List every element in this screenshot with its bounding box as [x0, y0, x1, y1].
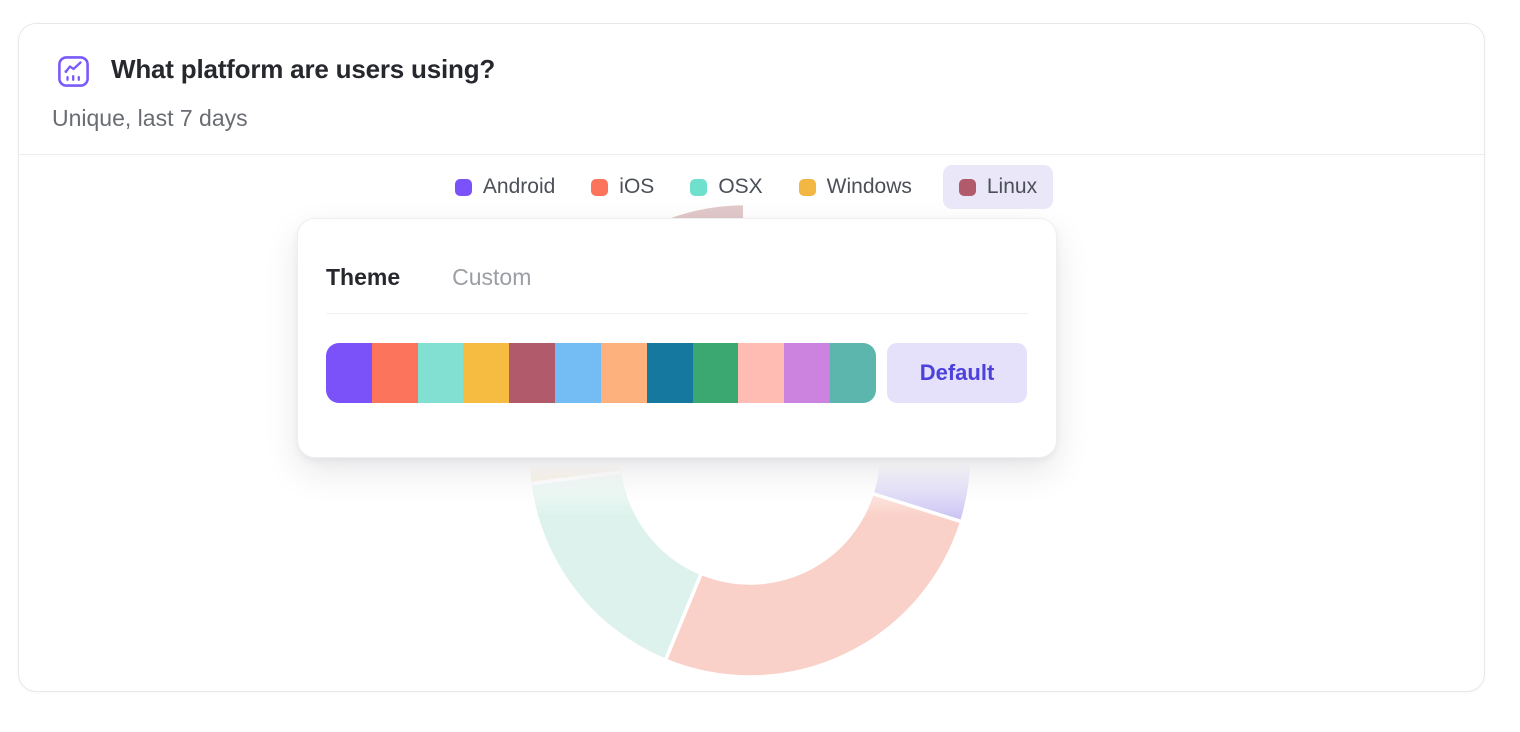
page-subtitle: Unique, last 7 days: [52, 105, 248, 131]
popover-divider: [326, 313, 1028, 314]
tab-theme[interactable]: Theme: [326, 264, 401, 290]
page-title: What platform are users using?: [111, 54, 496, 84]
donut-segment-ios[interactable]: [663, 491, 964, 679]
default-theme-button[interactable]: Default: [887, 343, 1027, 403]
legend-label: Linux: [986, 175, 1038, 198]
palette-color-12[interactable]: [830, 343, 876, 403]
palette-color-9[interactable]: [692, 343, 739, 403]
theme-palette[interactable]: [326, 343, 876, 403]
palette-color-3[interactable]: [417, 343, 464, 403]
palette-color-10[interactable]: [738, 343, 785, 403]
legend-item-android[interactable]: Android: [450, 165, 560, 209]
legend-item-osx[interactable]: OSX: [685, 165, 767, 209]
legend-item-linux[interactable]: Linux: [942, 165, 1054, 209]
header-divider: [19, 154, 1484, 155]
popover-tabs: Theme Custom: [326, 264, 1028, 291]
legend-item-windows[interactable]: Windows: [794, 165, 917, 209]
legend-label: Windows: [826, 175, 912, 198]
platform-usage-card: What platform are users using? Unique, l…: [18, 23, 1485, 692]
palette-color-11[interactable]: [784, 343, 831, 403]
palette-color-1[interactable]: [326, 343, 372, 403]
legend-swatch-ios: [591, 178, 609, 196]
palette-color-6[interactable]: [555, 343, 601, 403]
legend-swatch-linux: [958, 178, 976, 196]
tab-custom[interactable]: Custom: [452, 264, 532, 290]
legend-item-ios[interactable]: iOS: [586, 165, 659, 209]
donut-segment-osx[interactable]: [528, 469, 703, 662]
legend-label: OSX: [718, 175, 763, 198]
legend: Android iOS OSX Windows Linux: [19, 165, 1484, 209]
palette-row: Default: [326, 343, 1028, 403]
legend-swatch-windows: [798, 178, 816, 196]
line-chart-icon: [57, 55, 90, 88]
palette-color-7[interactable]: [600, 343, 647, 403]
legend-swatch-osx: [690, 178, 708, 196]
legend-label: Android: [482, 175, 556, 198]
legend-swatch-android: [454, 178, 472, 196]
palette-color-2[interactable]: [371, 343, 418, 403]
palette-color-5[interactable]: [509, 343, 556, 403]
legend-label: iOS: [619, 175, 655, 198]
palette-color-4[interactable]: [463, 343, 510, 403]
palette-color-8[interactable]: [646, 343, 693, 403]
color-theme-popover: Theme Custom Default: [297, 218, 1057, 458]
